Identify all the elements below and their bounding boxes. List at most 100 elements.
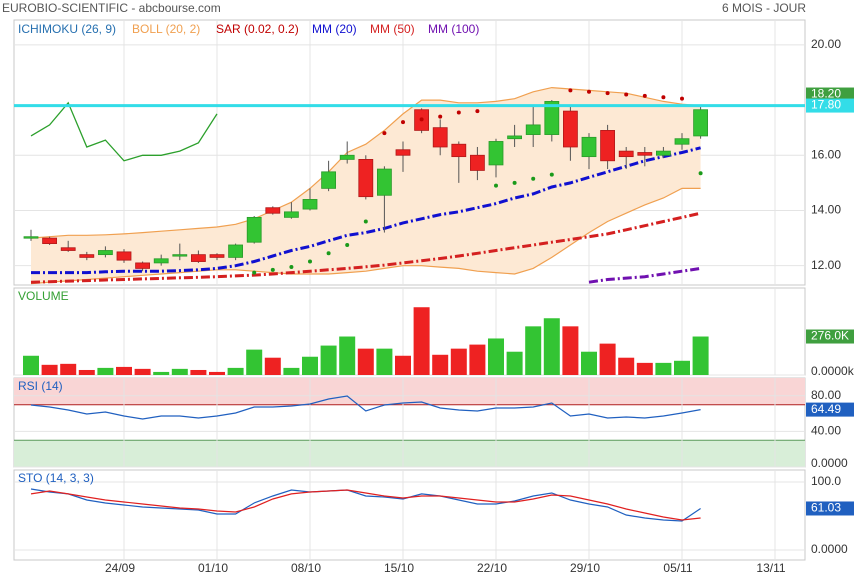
volume-bar (525, 326, 542, 375)
sar-dot (661, 95, 666, 100)
volume-bar (692, 336, 709, 375)
band-lower (30, 187, 701, 285)
volume-bar (450, 348, 467, 375)
volume-bar (506, 351, 523, 375)
volume-bar (264, 357, 281, 375)
candle-body (23, 236, 39, 239)
sar-dot (308, 259, 312, 264)
candle-body (321, 171, 337, 189)
volume-bar (357, 348, 374, 375)
candle-body (116, 251, 132, 261)
candle-body (153, 258, 169, 264)
x-tick-label: 13/11 (756, 561, 785, 575)
panel-title: STO (14, 3, 3) (18, 471, 94, 485)
sar-dot (512, 180, 517, 185)
indicator-line (30, 101, 218, 162)
sar-dot (494, 183, 498, 188)
candle-body (693, 109, 708, 137)
candle-body (302, 199, 318, 210)
x-tick-label: 01/10 (198, 561, 228, 575)
volume-bar (227, 367, 244, 375)
panel-title: VOLUME (18, 289, 69, 303)
candle-body (469, 154, 485, 171)
x-tick-label: 08/10 (291, 561, 321, 575)
volume-bar (97, 367, 114, 375)
volume-bar (413, 307, 430, 375)
current-value-box (806, 402, 854, 417)
legend-entry: SAR (0.02, 0.2) (216, 22, 299, 36)
volume-bar (655, 362, 672, 375)
legend-entry: MM (100) (428, 22, 479, 36)
sar-dot (549, 172, 554, 177)
sar-dot (698, 171, 703, 176)
legend-entry: MM (50) (370, 22, 415, 36)
plot-area (23, 86, 708, 285)
candle-body (190, 254, 206, 262)
sar-dot (531, 176, 536, 181)
zone (14, 440, 805, 467)
price-label: 18.20 (811, 87, 841, 101)
x-tick-label: 24/09 (105, 561, 135, 575)
volume-bar (395, 355, 411, 375)
sar-dot (642, 93, 647, 98)
candle-body (507, 135, 523, 140)
legend-entry: MM (20) (312, 22, 357, 36)
candle-body (339, 154, 355, 160)
period: 6 MOIS - JOUR (722, 1, 806, 15)
volume-bar (41, 364, 58, 375)
sar-dot (401, 120, 405, 125)
sar-dot (568, 88, 573, 93)
candle-body (358, 159, 374, 198)
volume-bar (209, 371, 225, 375)
volume-bar (283, 367, 300, 375)
candle-body (246, 216, 262, 243)
volume-bar (246, 349, 263, 375)
y-tick-label: 0.0000 (811, 456, 848, 470)
legend-entry: BOLL (20, 2) (132, 22, 200, 36)
volume-bar (302, 356, 318, 375)
volume-bar (171, 368, 188, 375)
candle-body (172, 254, 188, 257)
volume-bar (543, 318, 560, 375)
price-label-box (806, 98, 854, 113)
candle-body (228, 244, 244, 258)
candle-body (98, 250, 113, 256)
volume-bar (674, 360, 690, 375)
y-tick-label: 80.00 (811, 388, 841, 402)
candle-body (209, 254, 225, 258)
volume-bar (488, 338, 504, 375)
x-tick-label: 22/10 (477, 561, 507, 575)
y-tick-label: 12.00 (811, 258, 841, 272)
volume-bar (581, 351, 597, 375)
volume-bar (153, 371, 170, 375)
volume-bar (320, 345, 337, 375)
sar-dot (624, 92, 629, 97)
current-value-box (806, 329, 854, 344)
price-label-box (806, 87, 854, 102)
sar-dot (438, 114, 443, 119)
y-tick-label: 20.00 (811, 37, 841, 51)
current-value-label: 61.03 (811, 501, 841, 515)
candle-body (42, 237, 57, 244)
indicator-line (30, 488, 701, 522)
volume-bar (60, 363, 77, 375)
y-tick-label: 0.0000k (811, 364, 855, 378)
sar-dot (252, 270, 257, 275)
volume-bar (78, 369, 95, 375)
volume-bar (116, 366, 132, 375)
candle-body (135, 262, 151, 269)
volume-bar (339, 336, 356, 375)
candle-body (581, 136, 597, 158)
candle-body (563, 110, 578, 148)
y-tick-label: 0.0000 (811, 542, 848, 556)
sar-dot (605, 91, 610, 96)
x-tick-label: 15/10 (384, 561, 414, 575)
sar-dot (326, 251, 331, 256)
current-value-label: 276.0K (811, 329, 849, 343)
price-label: 17.80 (811, 98, 841, 112)
volume-bar (618, 357, 635, 375)
y-tick-label: 100.0 (811, 474, 841, 488)
sar-dot (456, 110, 461, 115)
current-value-box (806, 501, 854, 516)
